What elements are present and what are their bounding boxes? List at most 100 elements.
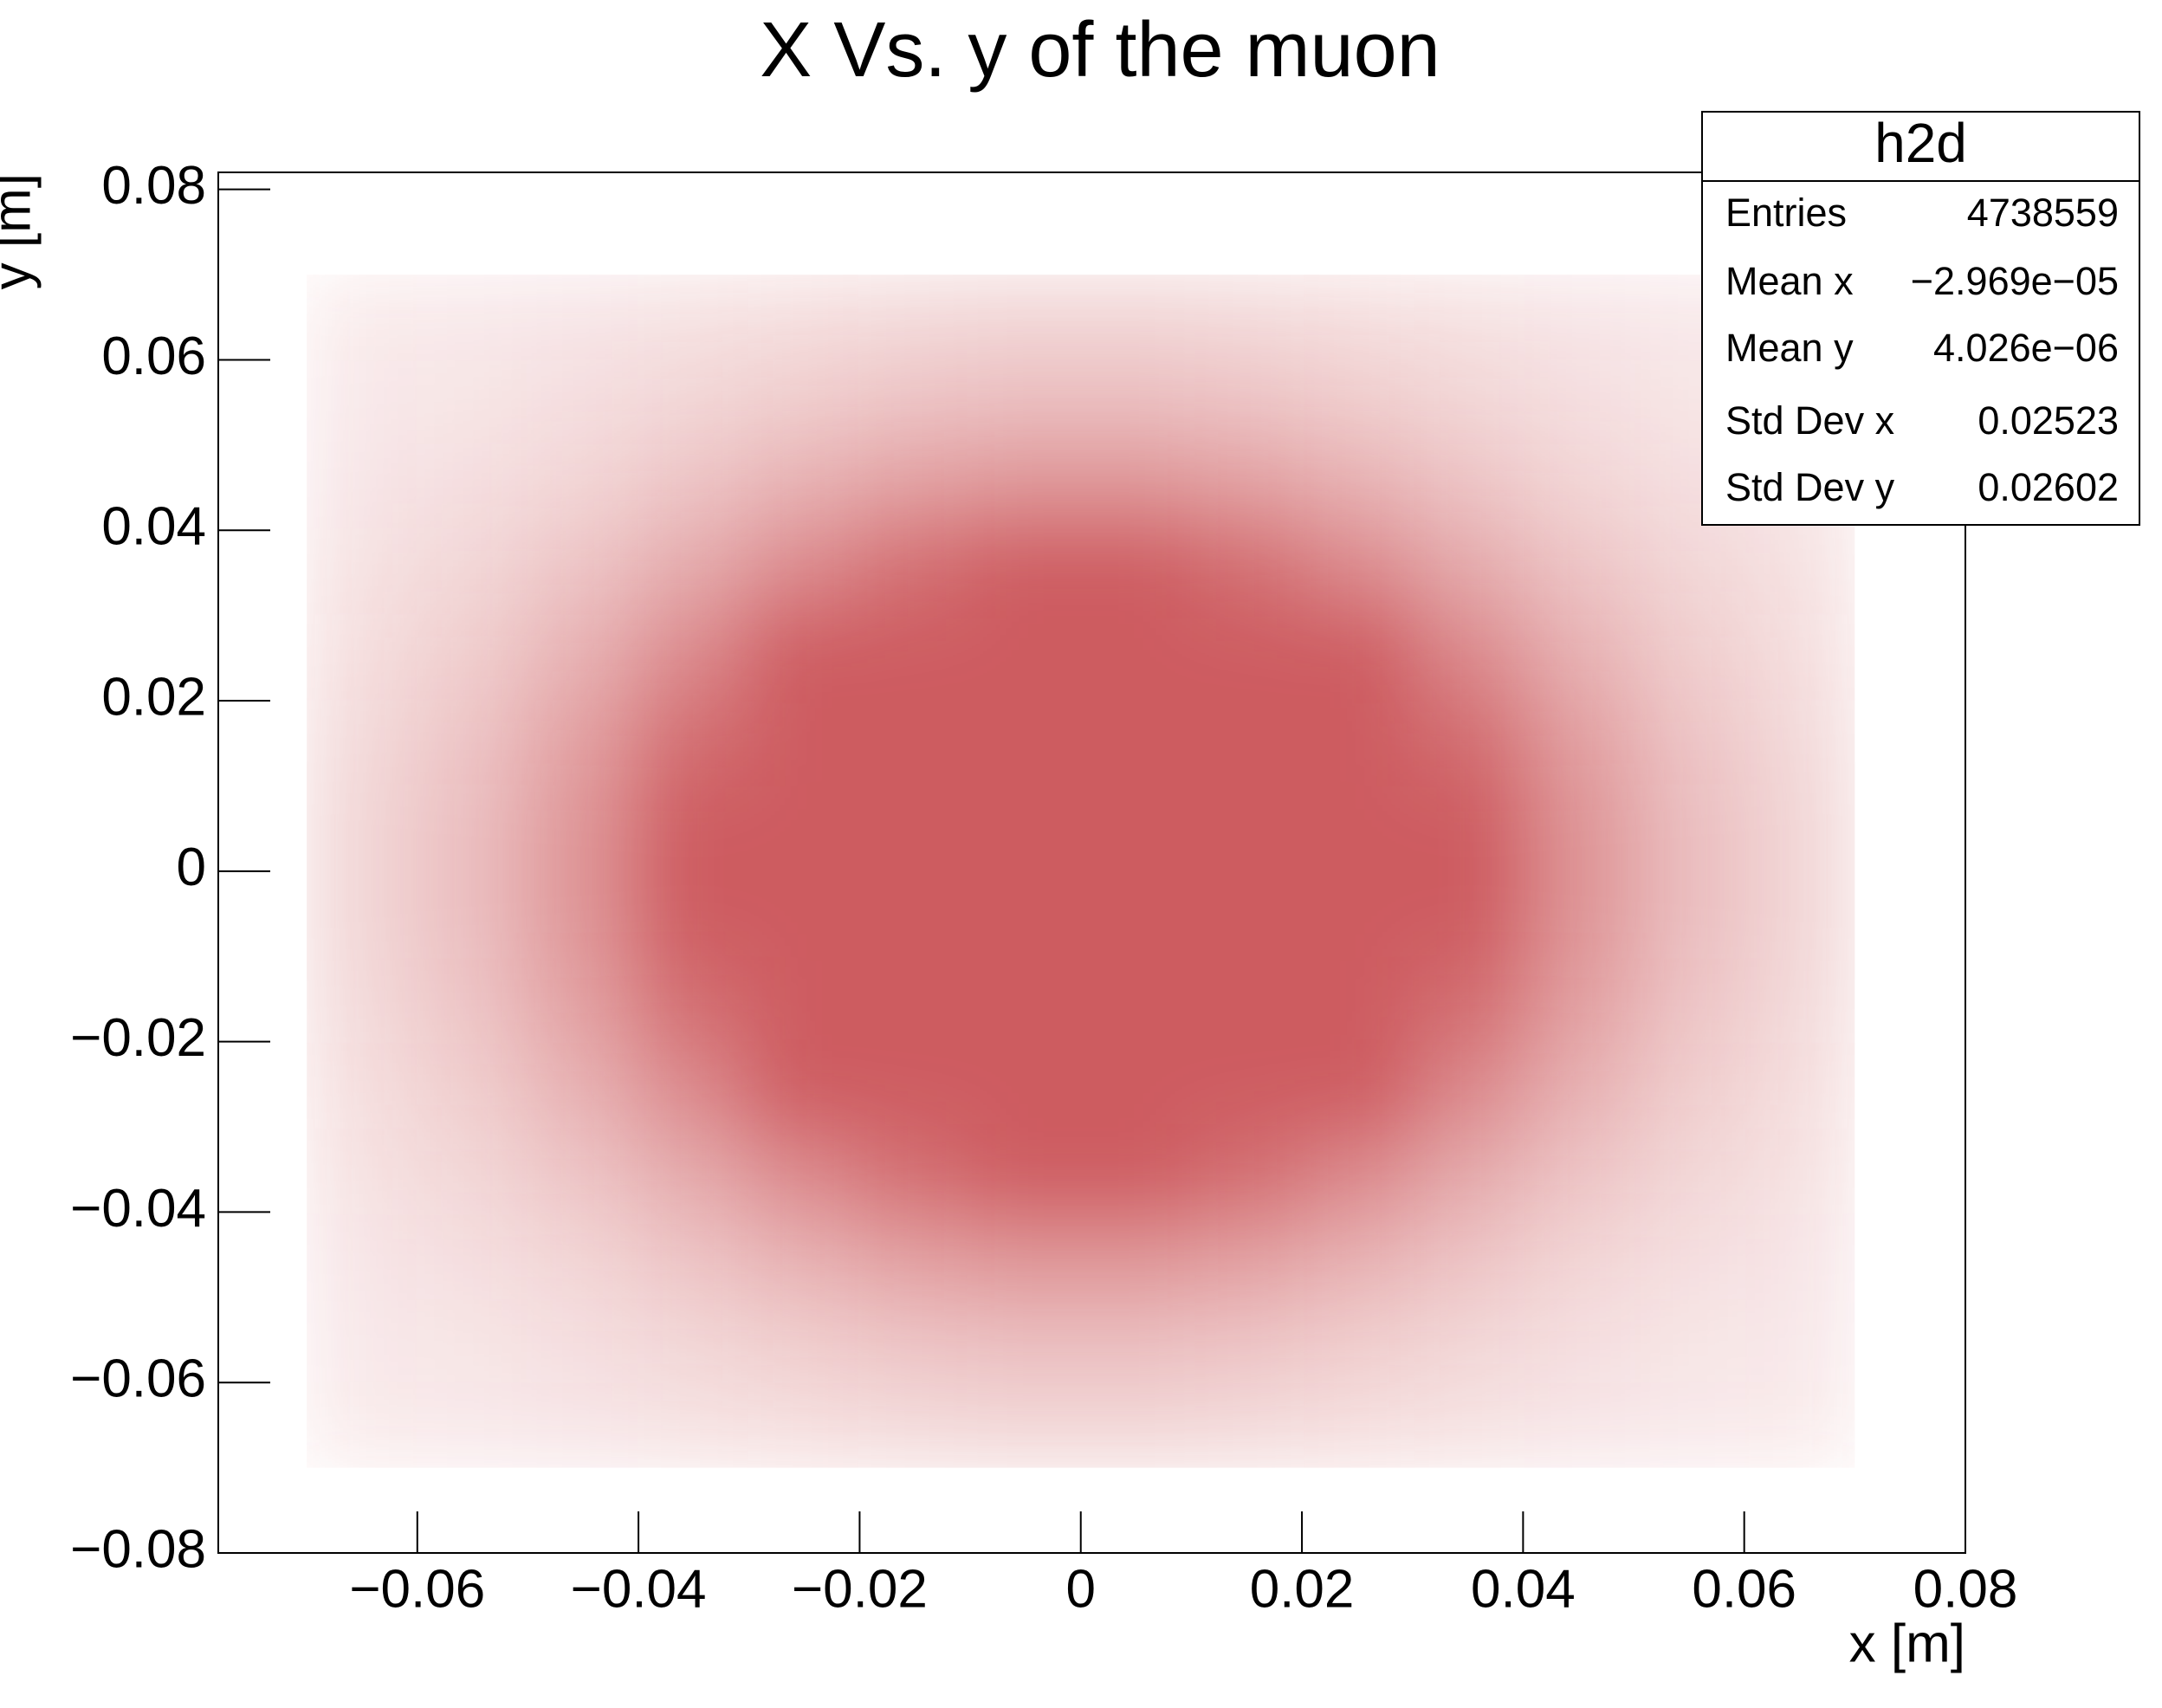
bin-cell <box>1191 444 1303 531</box>
stats-box: h2d Entries 4738559 Mean x −2.969e−05 Mean y 4… <box>1701 111 2140 526</box>
bin-cell <box>1191 359 1303 446</box>
x-tick-label: 0.02 <box>1250 1559 1355 1619</box>
stats-label: Std Dev y <box>1725 465 1895 509</box>
bin-cell <box>1302 275 1414 360</box>
bin-cell <box>307 1212 418 1298</box>
stats-value: 0.02523 <box>1978 398 2119 443</box>
bin-cell <box>748 530 860 617</box>
bin-cell <box>1412 1297 1524 1383</box>
stats-title: h2d <box>1874 112 1967 174</box>
bin-cell <box>1412 956 1524 1043</box>
bin-cell <box>1302 1297 1414 1383</box>
bin-cell <box>748 359 860 446</box>
bin-cell <box>1191 615 1303 702</box>
bin-cell <box>970 1212 1082 1298</box>
bin-cell <box>1412 1041 1524 1128</box>
y-tick-label: 0.06 <box>101 327 206 386</box>
bin-cell <box>417 615 528 702</box>
bin-cell <box>1744 1382 1855 1468</box>
bin-cell <box>417 786 528 872</box>
bin-cell <box>307 1297 418 1383</box>
bin-cell <box>638 1041 750 1128</box>
bin-cell <box>1412 615 1524 702</box>
bin-cell <box>638 530 750 617</box>
bin-cell <box>1412 870 1524 957</box>
stats-label: Mean y <box>1725 326 1854 370</box>
bin-cell <box>1523 786 1634 872</box>
bin-cell <box>859 870 971 957</box>
bin-cell <box>1523 530 1634 617</box>
bin-cell <box>1080 1297 1192 1383</box>
bin-cell <box>1412 1127 1524 1213</box>
bin-cell <box>417 1041 528 1128</box>
bin-cell <box>1523 275 1634 360</box>
bin-cell <box>1302 786 1414 872</box>
bin-cell <box>748 956 860 1043</box>
bin-cell <box>748 701 860 786</box>
bin-cell <box>307 1382 418 1468</box>
bin-cell <box>1523 701 1634 786</box>
bin-cell <box>1634 1212 1745 1298</box>
bin-cell <box>307 1127 418 1213</box>
bin-cell <box>528 1297 639 1383</box>
y-tick-label: 0.02 <box>101 667 206 727</box>
y-tick-label: 0 <box>177 838 206 897</box>
bin-cell <box>1191 870 1303 957</box>
bin-cell <box>528 701 639 786</box>
axes: −0.06 −0.04 −0.02 0 0.02 0.04 0.06 0.08 −0.08 −0.… <box>70 156 2017 1619</box>
bin-cell <box>748 615 860 702</box>
bin-cell <box>1191 1127 1303 1213</box>
bin-cell <box>638 956 750 1043</box>
bin-cell <box>1634 870 1745 957</box>
bin-cell <box>1412 530 1524 617</box>
bin-cell <box>1523 870 1634 957</box>
x-tick-label: 0.06 <box>1692 1559 1796 1619</box>
bin-cell <box>1191 786 1303 872</box>
bin-cell <box>1302 1041 1414 1128</box>
bin-cell <box>1523 1212 1634 1298</box>
bin-cell <box>1080 956 1192 1043</box>
bin-cell <box>417 359 528 446</box>
bin-cell <box>970 870 1082 957</box>
bin-cell <box>417 956 528 1043</box>
bin-cell <box>748 1212 860 1298</box>
bin-cell <box>528 786 639 872</box>
bin-cell <box>970 530 1082 617</box>
bin-cell <box>859 701 971 786</box>
bin-cell <box>528 275 639 360</box>
bin-cell <box>1634 530 1745 617</box>
bin-cell <box>1634 615 1745 702</box>
stats-value: 4738559 <box>1967 191 2119 235</box>
bin-cell <box>1634 786 1745 872</box>
bin-cell <box>859 1041 971 1128</box>
bin-cell <box>638 444 750 531</box>
bin-cell <box>417 275 528 360</box>
y-axis-label: y [m] <box>0 173 42 289</box>
bin-cell <box>1523 1382 1634 1468</box>
bin-cell <box>748 275 860 360</box>
bin-cell <box>1744 701 1855 786</box>
bin-cell <box>1302 359 1414 446</box>
bin-cell <box>1412 444 1524 531</box>
stats-value: 0.02602 <box>1978 465 2119 509</box>
bin-cell <box>1080 1382 1192 1468</box>
bin-cell <box>417 530 528 617</box>
bin-cell <box>1634 956 1745 1043</box>
bin-cell <box>1634 1041 1745 1128</box>
bin-cell <box>638 1297 750 1383</box>
bin-cell <box>307 786 418 872</box>
bin-cell <box>1412 1212 1524 1298</box>
bin-cell <box>1191 956 1303 1043</box>
bin-cell <box>748 786 860 872</box>
bin-cell <box>1744 956 1855 1043</box>
chart-title: X Vs. y of the muon <box>760 7 1440 94</box>
bin-cell <box>528 359 639 446</box>
bin-cell <box>1634 1382 1745 1468</box>
bin-cell <box>1634 1127 1745 1213</box>
y-tick-label: −0.02 <box>70 1008 206 1068</box>
bin-cell <box>528 1382 639 1468</box>
bin-cell <box>307 615 418 702</box>
bin-cell <box>1523 956 1634 1043</box>
x-tick-label: −0.06 <box>349 1559 485 1619</box>
